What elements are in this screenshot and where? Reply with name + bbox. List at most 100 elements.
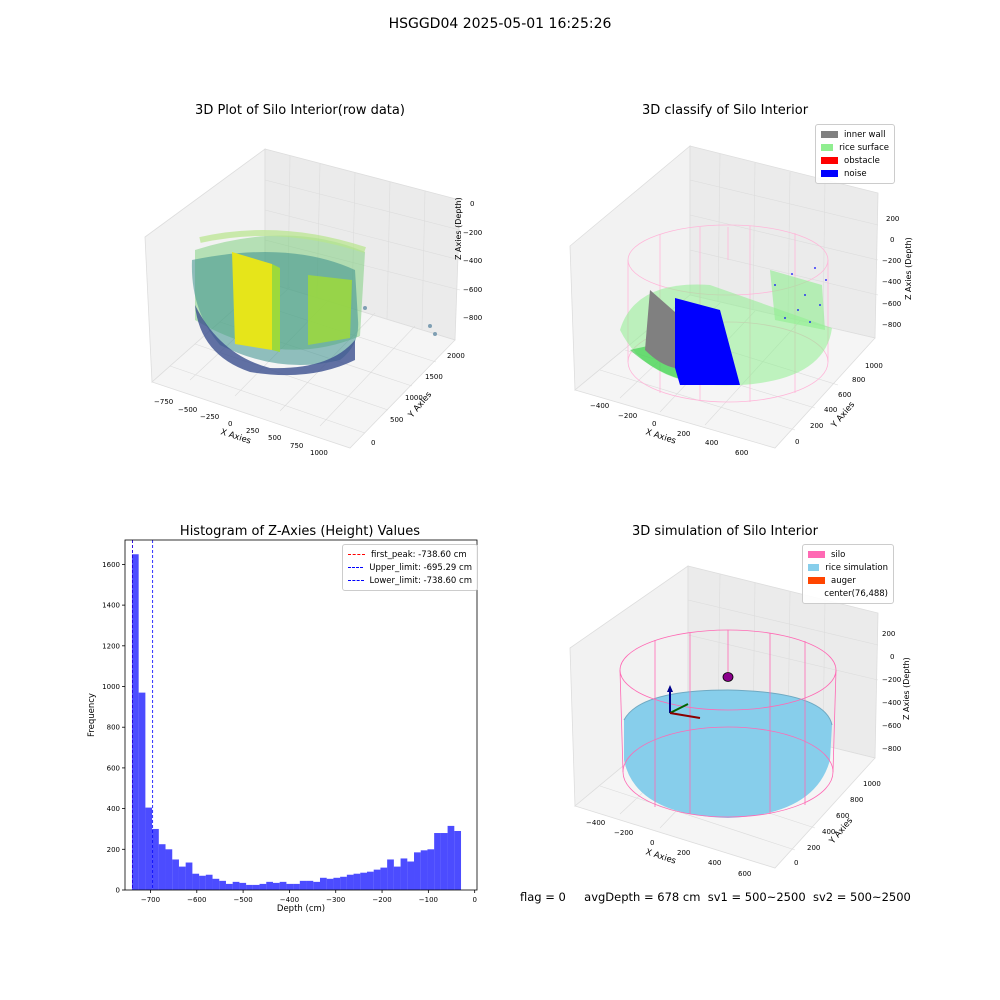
legend-swatch	[821, 170, 838, 177]
z-tick: −200	[463, 229, 483, 237]
y-tick-label: 1000	[102, 683, 120, 691]
classify-3d-title: 3D classify of Silo Interior	[641, 103, 809, 118]
z-tick: −600	[463, 286, 483, 294]
x-tick: 200	[677, 849, 691, 857]
legend-label: rice surface	[839, 142, 889, 153]
z-tick: −800	[882, 321, 902, 329]
y-tick: 400	[822, 828, 836, 836]
histogram-bar	[353, 873, 361, 890]
histogram-bar	[272, 882, 280, 890]
classify-point-cloud	[620, 267, 832, 386]
histogram-bar	[326, 878, 334, 890]
z-tick: 200	[882, 630, 896, 638]
legend-item: rice simulation	[808, 561, 888, 574]
histogram-bar	[387, 859, 394, 890]
histogram-bar	[407, 861, 415, 890]
z-tick: 200	[886, 215, 900, 223]
x-tick: 200	[677, 430, 691, 438]
histogram-bar	[333, 877, 341, 890]
classify-3d-canvas	[569, 145, 879, 449]
depth-histogram: Histogram of Z-Axies (Height) Values −70…	[80, 520, 490, 920]
histogram-bar	[293, 883, 300, 890]
histogram-bar	[340, 876, 347, 890]
z-tick: −800	[882, 745, 902, 753]
y-tick-label: 600	[107, 764, 120, 772]
z-tick: −200	[882, 676, 902, 684]
histogram-bar	[219, 880, 226, 890]
x-tick: −200	[618, 412, 638, 420]
legend-label: Upper_limit: -695.29 cm	[369, 562, 472, 573]
flag-text: flag = 0	[520, 890, 566, 904]
x-tick: −400	[586, 819, 606, 827]
legend-item: rice surface	[821, 141, 889, 154]
x-tick-label: −400	[280, 896, 299, 904]
x-tick-label: −100	[419, 896, 438, 904]
legend-line	[348, 554, 365, 555]
y-tick: 800	[850, 796, 864, 804]
histogram-bar	[178, 866, 186, 890]
x-tick: 0	[650, 839, 655, 847]
y-tick: 200	[810, 422, 824, 430]
histogram-bar	[246, 884, 253, 890]
histogram-bar	[145, 807, 153, 890]
histogram-bar	[313, 881, 320, 890]
z-tick: 0	[890, 236, 895, 244]
x-tick: −750	[154, 398, 174, 406]
legend-swatch	[808, 551, 825, 558]
legend-swatch	[821, 157, 838, 164]
histogram-bar	[400, 858, 408, 890]
x-tick: 600	[738, 870, 752, 878]
axis-triad	[667, 685, 701, 719]
histogram-bar	[266, 881, 273, 890]
legend-label: Lower_limit: -738.60 cm	[369, 575, 472, 586]
histogram-bar	[239, 882, 247, 890]
y-tick: 600	[836, 812, 850, 820]
z-tick: −800	[463, 314, 483, 322]
histogram-bar	[447, 825, 455, 890]
histogram-bars	[131, 554, 462, 890]
sv2-text: sv2 = 500~2500	[812, 890, 911, 904]
raw-3d-canvas	[144, 148, 461, 449]
histogram-bar	[192, 873, 200, 890]
z-tick: −400	[882, 278, 902, 286]
y-tick-label: 1600	[102, 561, 120, 569]
histogram-bar	[373, 869, 381, 890]
x-tick: −200	[614, 829, 634, 837]
y-tick-label: 0	[116, 887, 120, 895]
histogram-bar	[454, 830, 462, 890]
x-tick-label: −500	[233, 896, 252, 904]
simulation-3d-title: 3D simulation of Silo Interior	[632, 524, 818, 539]
histogram-bar	[420, 850, 428, 890]
histogram-bar	[319, 877, 327, 890]
histogram-bar	[138, 692, 146, 890]
histogram-bar	[346, 874, 354, 890]
histogram-bar	[185, 862, 193, 890]
legend-swatch	[821, 144, 834, 151]
histogram-bar	[131, 554, 139, 890]
x-tick-label: −700	[141, 896, 160, 904]
z-tick: 0	[890, 653, 895, 661]
legend-item: inner wall	[821, 128, 889, 141]
z-tick: −400	[463, 257, 483, 265]
y-tick: 500	[390, 416, 404, 424]
x-tick: 0	[228, 420, 233, 428]
x-tick: 250	[246, 427, 260, 435]
simulation-zlabel: Z Axies (Depth)	[902, 657, 911, 720]
x-tick: 500	[268, 434, 282, 442]
y-tick: 0	[794, 859, 799, 867]
y-tick: 1000	[405, 394, 423, 402]
histogram-bar	[367, 871, 374, 890]
histogram-frame	[124, 539, 478, 891]
histogram-bar	[414, 852, 421, 890]
simulation-legend: silo rice simulation auger center(76,488…	[802, 544, 894, 604]
legend-label: rice simulation	[825, 562, 888, 573]
status-footer: flag = 0 avgDepth = 678 cm sv1 = 500~250…	[520, 890, 911, 904]
histogram-bar	[158, 844, 166, 890]
y-tick: 200	[807, 844, 821, 852]
legend-swatch	[821, 131, 838, 138]
y-tick-label: 400	[107, 805, 120, 813]
sv1-text: sv1 = 500~2500	[707, 890, 806, 904]
x-tick: 750	[290, 442, 304, 450]
y-tick: 1000	[863, 780, 881, 788]
histogram-bar	[252, 884, 260, 890]
